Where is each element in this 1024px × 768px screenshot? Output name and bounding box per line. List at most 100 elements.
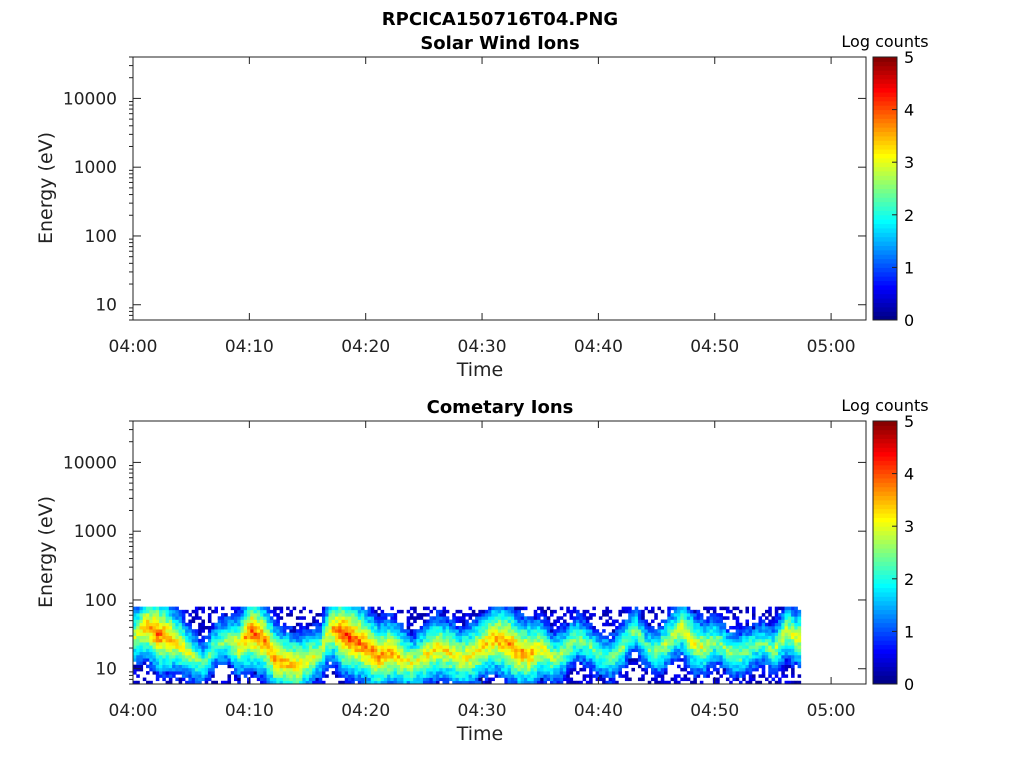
heatmap-cell [553,635,557,640]
heatmap-cell [745,661,750,665]
heatmap-cell [481,616,486,620]
heatmap-cell [510,674,515,678]
heatmap-cell [755,622,759,627]
heatmap-cell [605,648,609,653]
heatmap-cell [211,642,215,646]
heatmap-cell [188,658,192,662]
heatmap-cell [387,674,391,678]
heatmap-cell [269,667,274,672]
heatmap-cell [631,619,635,624]
heatmap-cell [413,654,417,659]
heatmap-cell [751,629,756,633]
heatmap-cell [442,609,447,614]
heatmap-cell [488,651,492,656]
colorbar-segment [873,486,897,492]
heatmap-cell [582,622,587,627]
heatmap-cell [712,667,717,672]
heatmap-cell [735,661,740,665]
heatmap-cell [292,629,297,633]
heatmap-cell [677,648,681,653]
heatmap-cell [712,606,717,611]
heatmap-cell [302,658,306,662]
heatmap-cell [217,661,222,665]
heatmap-cell [370,613,375,617]
heatmap-cell [191,619,196,624]
heatmap-cell [540,629,544,633]
heatmap-cell [240,648,245,653]
heatmap-cell [334,664,339,669]
heatmap-cell [569,613,574,617]
heatmap-cell [282,625,287,630]
heatmap-cell [569,632,574,636]
heatmap-cell [227,658,232,662]
heatmap-cell [299,658,303,662]
heatmap-cell [194,654,199,659]
heatmap-cell [699,648,704,653]
heatmap-cell [413,677,417,682]
heatmap-cell [546,642,551,646]
x-tick-label: 04:10 [225,337,274,357]
heatmap-cell [312,658,316,662]
colorbar-tick-label: 4 [904,101,914,120]
heatmap-cell [536,661,541,665]
heatmap-cell [703,622,707,627]
heatmap-cell [504,613,508,617]
heatmap-cell [334,616,339,620]
heatmap-cell [706,648,710,653]
heatmap-cell [409,654,414,659]
heatmap-cell [361,661,365,665]
heatmap-cell [146,680,150,685]
heatmap-cell [439,674,443,678]
heatmap-cell [527,661,531,665]
heatmap-cell [354,654,359,659]
heatmap-cell [553,661,557,665]
heatmap-cell [517,667,521,672]
heatmap-cell [351,667,355,672]
heatmap-cell [305,680,310,685]
heatmap-cell [321,606,326,611]
heatmap-cell [677,654,681,659]
heatmap-cell [748,664,753,669]
heatmap-cell [781,664,785,669]
heatmap-cell [273,622,277,627]
heatmap-cell [592,667,596,672]
colorbar-tick-label: 5 [904,48,914,67]
heatmap-cell [664,625,668,630]
heatmap-cell [556,664,561,669]
heatmap-cell [699,635,704,640]
heatmap-cell [133,629,137,633]
heatmap-cell [181,642,186,646]
heatmap-cell [175,619,179,624]
heatmap-cell [761,635,766,640]
heatmap-cell [791,648,795,653]
heatmap-cell [312,674,316,678]
panel-cometary: Cometary Ions 04:00 04:10 04:20 04:30 04:40 0… [35,396,929,745]
heatmap-cell [325,619,329,624]
heatmap-cell [393,664,398,669]
heatmap-cell [572,654,577,659]
heatmap-cell [250,658,254,662]
heatmap-cell [165,635,170,640]
heatmap-cell [185,645,189,649]
x-tick-label: 05:00 [807,337,856,357]
heatmap-cell [774,619,779,624]
heatmap-cell [771,651,776,656]
heatmap-cell [471,609,476,614]
heatmap-cell [432,667,437,672]
heatmap-cell [683,661,688,665]
heatmap-cell [660,642,665,646]
colorbar-segment [873,210,897,216]
colorbar-segment [873,74,897,80]
heatmap-cell [465,632,469,636]
colorbar-segment [873,306,897,312]
heatmap-cell [683,648,688,653]
heatmap-cell [621,622,626,627]
heatmap-cell [390,677,394,682]
heatmap-cell [357,616,362,620]
heatmap-cell [240,606,245,611]
heatmap-cell [338,625,342,630]
heatmap-cell [214,648,218,653]
heatmap-cell [523,658,528,662]
heatmap-cell [403,648,407,653]
heatmap-cell [364,648,368,653]
